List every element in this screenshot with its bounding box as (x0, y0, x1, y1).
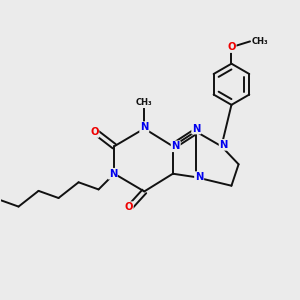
Text: O: O (124, 202, 133, 212)
Text: N: N (172, 141, 180, 151)
Text: N: N (195, 172, 203, 182)
Text: N: N (220, 140, 228, 150)
Text: N: N (109, 169, 117, 179)
Text: CH₃: CH₃ (252, 37, 268, 46)
Text: CH₃: CH₃ (136, 98, 153, 107)
Text: O: O (90, 127, 98, 137)
Text: O: O (227, 42, 236, 52)
Text: N: N (192, 124, 200, 134)
Text: N: N (140, 122, 148, 132)
